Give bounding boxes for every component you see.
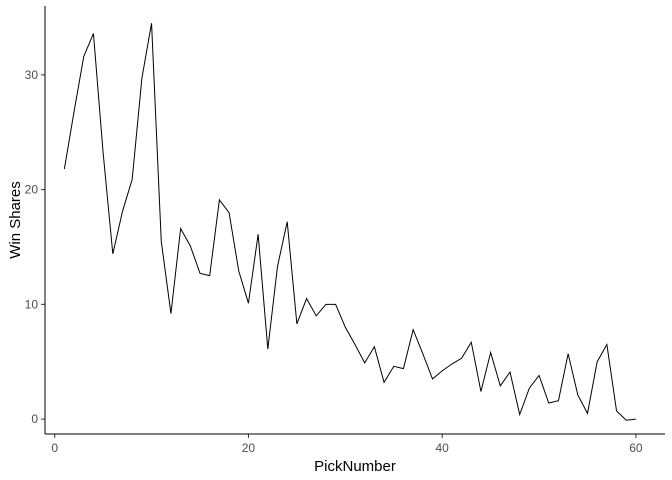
win-shares-line <box>63 23 636 421</box>
x-tick-label: 20 <box>242 441 256 455</box>
x-tick-label: 0 <box>51 441 58 455</box>
y-tick-label: 0 <box>31 412 38 426</box>
x-axis-title: PickNumber <box>314 458 396 475</box>
y-tick-label: 10 <box>25 297 39 311</box>
y-tick-label: 30 <box>25 68 39 82</box>
y-axis-title: Win Shares <box>7 181 24 259</box>
data-points <box>64 23 636 420</box>
y-axis-ticks: 0 10 20 30 <box>25 68 45 426</box>
x-tick-label: 40 <box>436 441 450 455</box>
y-tick-label: 20 <box>25 183 39 197</box>
x-tick-label: 60 <box>629 441 643 455</box>
x-axis-ticks: 0 20 40 60 <box>51 434 643 455</box>
